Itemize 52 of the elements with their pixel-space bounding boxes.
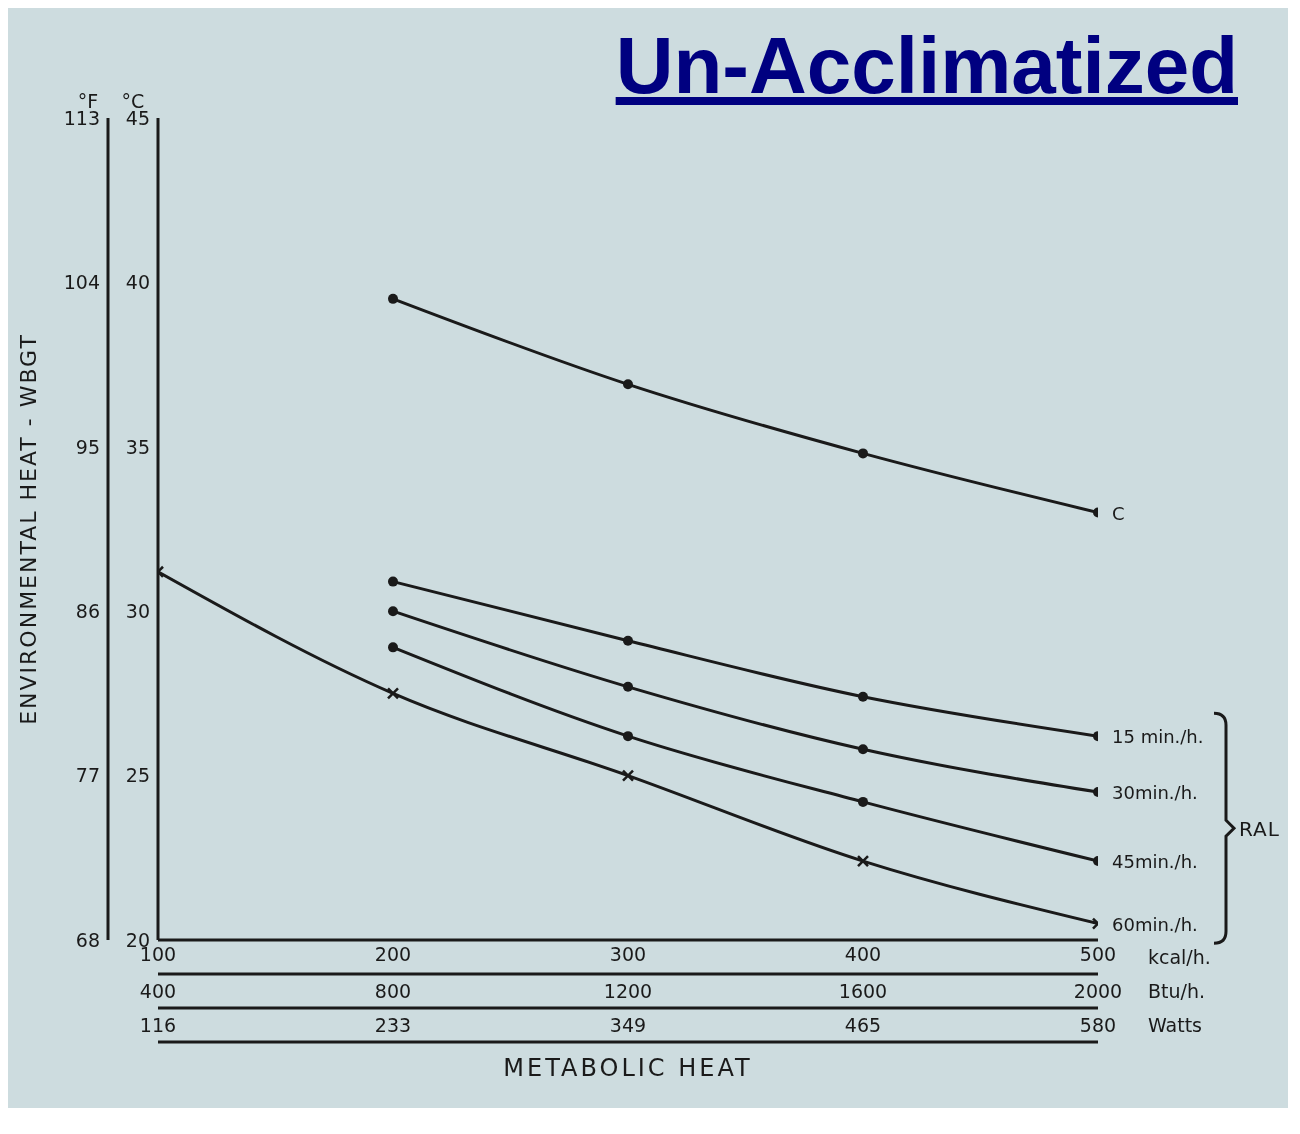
point — [856, 854, 870, 868]
text: Watts — [1148, 1014, 1203, 1036]
y-tick-label: 86 — [75, 599, 100, 622]
y2-tick-label: 30 — [125, 599, 150, 622]
x2-tick-label: 2000 — [1073, 980, 1123, 1002]
point — [621, 769, 635, 782]
point — [858, 448, 868, 459]
series-label: 45min./h. — [1112, 851, 1198, 873]
y-tick-label: 104 — [63, 271, 100, 294]
y2-tick-label: 40 — [125, 271, 150, 294]
x-tick-label: 200 — [374, 943, 412, 966]
text: °F — [77, 90, 99, 112]
point — [623, 681, 633, 692]
point — [388, 606, 398, 617]
point — [858, 744, 868, 755]
point — [623, 731, 633, 742]
x-tick-label: 500 — [1079, 943, 1117, 966]
y2-tick-label: 25 — [125, 764, 150, 787]
x-axis-title: METABOLIC HEAT — [503, 1054, 753, 1082]
text: °C — [121, 90, 145, 112]
chart-title: Un-Acclimatized — [615, 21, 1238, 110]
y-tick-label: 68 — [75, 928, 100, 951]
point — [388, 576, 398, 587]
point — [623, 379, 633, 390]
x2-tick-label: 800 — [374, 980, 412, 1002]
text: kcal/h. — [1148, 946, 1211, 968]
text: RAL — [1239, 817, 1280, 842]
text: Btu/h. — [1148, 980, 1206, 1002]
series-label: 30min./h. — [1112, 782, 1198, 804]
y2-tick-label: 35 — [125, 435, 150, 458]
y-tick-label: 77 — [75, 764, 100, 787]
text: 349 — [609, 1014, 647, 1036]
x-tick-label: 400 — [844, 943, 882, 966]
y-tick-label: 95 — [75, 435, 100, 458]
y-axis-title: ENVIRONMENTAL HEAT - WBGT — [15, 333, 41, 725]
x2-tick-label: 400 — [139, 980, 177, 1002]
x-tick-label: 300 — [609, 943, 647, 966]
series-label: 60min./h. — [1112, 913, 1198, 935]
text: 233 — [374, 1014, 412, 1036]
x2-tick-label: 1200 — [603, 980, 653, 1002]
point — [858, 796, 868, 807]
series-label: 15 min./h. — [1112, 726, 1204, 748]
point — [388, 293, 398, 304]
point — [388, 642, 398, 653]
text: 465 — [844, 1014, 882, 1036]
point — [623, 635, 633, 646]
point — [386, 687, 400, 700]
text: 116 — [139, 1014, 177, 1036]
text: 580 — [1079, 1014, 1117, 1036]
x2-tick-label: 1600 — [838, 980, 888, 1002]
point — [858, 691, 868, 702]
series-label: C — [1112, 502, 1125, 524]
